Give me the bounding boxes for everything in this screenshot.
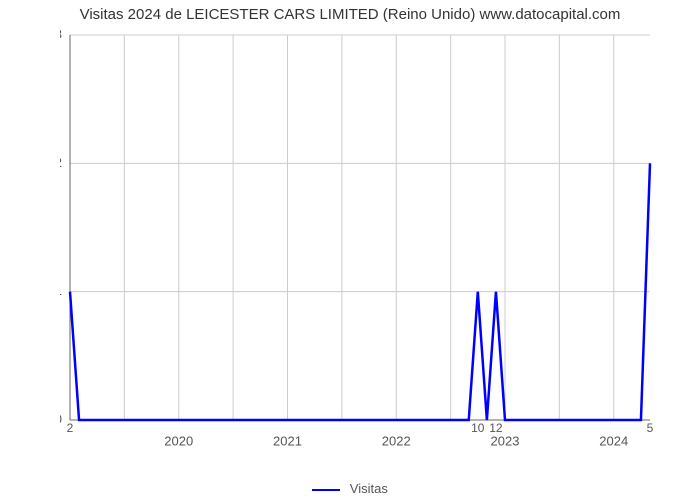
legend-swatch <box>312 489 340 491</box>
legend-label: Visitas <box>350 481 388 496</box>
x-tick-year: 2023 <box>491 434 520 449</box>
legend: Visitas <box>0 481 700 496</box>
y-tick-label: 0 <box>60 411 62 426</box>
plot-area: 012320202021202220232024210125 <box>60 30 660 450</box>
chart-title: Visitas 2024 de LEICESTER CARS LIMITED (… <box>0 6 700 23</box>
x-tick-special: 2 <box>67 421 74 435</box>
x-tick-year: 2022 <box>382 434 411 449</box>
x-tick-year: 2021 <box>273 434 302 449</box>
x-tick-special: 12 <box>489 421 503 435</box>
chart-svg: 012320202021202220232024210125 <box>60 30 660 450</box>
chart-container: Visitas 2024 de LEICESTER CARS LIMITED (… <box>0 0 700 500</box>
y-tick-label: 2 <box>60 155 62 170</box>
x-tick-special: 5 <box>647 421 654 435</box>
y-tick-label: 1 <box>60 283 62 298</box>
x-tick-special: 10 <box>471 421 485 435</box>
x-tick-year: 2024 <box>599 434 628 449</box>
x-tick-year: 2020 <box>164 434 193 449</box>
y-tick-label: 3 <box>60 30 62 41</box>
